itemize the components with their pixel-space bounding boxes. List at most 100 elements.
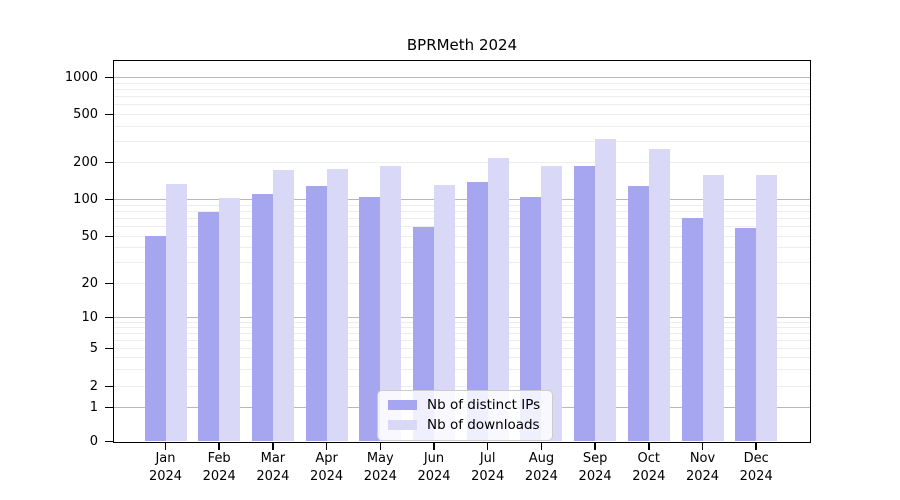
bar-downloads bbox=[434, 184, 455, 441]
gridline-minor bbox=[114, 357, 810, 359]
y-tick-label: 500 bbox=[73, 106, 98, 122]
x-tick-year: 2024 bbox=[578, 469, 612, 484]
x-tick-mark bbox=[648, 443, 650, 450]
y-tick-label: 10 bbox=[81, 309, 98, 325]
gridline-minor bbox=[114, 204, 810, 206]
gridline-minor bbox=[114, 226, 810, 228]
bar-distinct-ips bbox=[359, 196, 381, 441]
bar-distinct-ips bbox=[681, 218, 703, 441]
x-tick-month: Oct bbox=[637, 451, 661, 466]
gridline-minor bbox=[114, 247, 810, 249]
x-tick-label: Nov 2024 bbox=[671, 450, 735, 486]
bar-distinct-ips bbox=[466, 182, 488, 441]
gridline-minor bbox=[114, 162, 810, 163]
x-tick-month: Jun bbox=[423, 451, 445, 466]
x-tick-mark bbox=[594, 443, 596, 450]
x-tick-mark bbox=[218, 443, 220, 450]
x-tick-label: Jul 2024 bbox=[456, 450, 520, 486]
x-tick-month: May bbox=[366, 451, 394, 466]
x-tick-month: Feb bbox=[207, 451, 231, 466]
bar-downloads bbox=[756, 174, 778, 441]
x-tick-label: Oct 2024 bbox=[617, 450, 681, 486]
y-tick-label: 1000 bbox=[64, 69, 98, 85]
bar-distinct-ips bbox=[574, 165, 596, 441]
x-tick-year: 2024 bbox=[202, 469, 236, 484]
x-tick-year: 2024 bbox=[524, 469, 558, 484]
y-tick-label: 50 bbox=[81, 228, 98, 244]
x-tick-mark bbox=[540, 443, 543, 450]
bar-distinct-ips bbox=[520, 196, 542, 441]
y-tick-label: 1 bbox=[89, 399, 98, 415]
gridline-minor bbox=[114, 262, 810, 264]
gridline-minor bbox=[114, 348, 810, 349]
y-tick-mark bbox=[105, 198, 113, 201]
x-tick-month: Jan bbox=[155, 451, 176, 466]
gridline-minor bbox=[114, 332, 810, 334]
gridline-minor bbox=[114, 88, 810, 90]
gridline-minor bbox=[114, 339, 810, 341]
x-tick-mark bbox=[701, 443, 704, 450]
x-tick-label: Apr 2024 bbox=[295, 450, 359, 486]
bar-distinct-ips bbox=[305, 185, 327, 441]
bar-distinct-ips bbox=[627, 186, 649, 441]
y-tick-label: 100 bbox=[73, 191, 98, 207]
x-tick-label: Jan 2024 bbox=[134, 450, 198, 486]
legend: Nb of distinct IPs Nb of downloads bbox=[377, 390, 554, 441]
y-tick-mark bbox=[105, 440, 113, 443]
gridline-minor bbox=[114, 326, 810, 328]
gridline-minor bbox=[114, 218, 810, 220]
legend-item-distinct-ips: Nb of distinct IPs bbox=[388, 397, 540, 413]
gridline-minor bbox=[114, 369, 810, 371]
x-tick-label: May 2024 bbox=[348, 450, 412, 486]
y-tick-mark bbox=[105, 316, 113, 319]
gridline-minor bbox=[114, 236, 810, 237]
y-tick-label: 20 bbox=[81, 275, 98, 291]
gridline-major bbox=[114, 199, 810, 200]
x-tick-year: 2024 bbox=[471, 469, 505, 484]
bar-distinct-ips bbox=[198, 211, 220, 441]
y-tick-label: 2 bbox=[89, 378, 98, 394]
x-tick-year: 2024 bbox=[363, 469, 397, 484]
bar-downloads bbox=[648, 149, 670, 441]
gridline-minor bbox=[114, 82, 810, 84]
bar-downloads bbox=[595, 139, 617, 441]
y-tick-mark bbox=[105, 282, 113, 285]
gridline-minor bbox=[114, 386, 810, 387]
x-tick-month: Apr bbox=[315, 451, 338, 466]
bar-downloads bbox=[326, 168, 348, 441]
x-tick-label: Feb 2024 bbox=[187, 450, 251, 486]
x-tick-mark bbox=[379, 443, 382, 450]
x-tick-year: 2024 bbox=[148, 469, 183, 484]
gridline-minor bbox=[114, 140, 810, 142]
x-tick-month: Mar bbox=[260, 451, 286, 466]
gridline-minor bbox=[114, 283, 810, 284]
x-tick-month: Dec bbox=[743, 451, 769, 466]
x-tick-label: Dec 2024 bbox=[724, 450, 788, 486]
gridline-minor bbox=[114, 96, 810, 98]
x-tick-month: Nov bbox=[689, 451, 716, 466]
y-tick-label: 5 bbox=[89, 340, 98, 356]
bar-downloads bbox=[541, 165, 563, 441]
gridline-major bbox=[114, 77, 810, 78]
y-tick-mark bbox=[105, 406, 113, 409]
y-tick-mark bbox=[105, 113, 113, 116]
plot-area: Nb of distinct IPs Nb of downloads bbox=[113, 60, 811, 443]
gridline-minor bbox=[114, 114, 810, 115]
bar-downloads bbox=[380, 165, 402, 441]
x-tick-label: Aug 2024 bbox=[509, 450, 573, 486]
x-tick-mark bbox=[164, 443, 167, 450]
x-tick-year: 2024 bbox=[685, 469, 720, 484]
x-tick-year: 2024 bbox=[417, 469, 451, 484]
x-tick-month: Sep bbox=[582, 451, 608, 466]
legend-label-distinct-ips: Nb of distinct IPs bbox=[427, 397, 541, 413]
gridline-minor bbox=[114, 321, 810, 323]
y-tick-label: 0 bbox=[89, 433, 98, 449]
y-tick-mark bbox=[105, 235, 113, 238]
x-tick-year: 2024 bbox=[739, 469, 773, 484]
x-tick-year: 2024 bbox=[310, 469, 344, 484]
x-tick-year: 2024 bbox=[632, 469, 666, 484]
x-tick-mark bbox=[325, 443, 328, 450]
gridline-major bbox=[114, 317, 810, 318]
x-tick-label: Mar 2024 bbox=[241, 450, 305, 486]
